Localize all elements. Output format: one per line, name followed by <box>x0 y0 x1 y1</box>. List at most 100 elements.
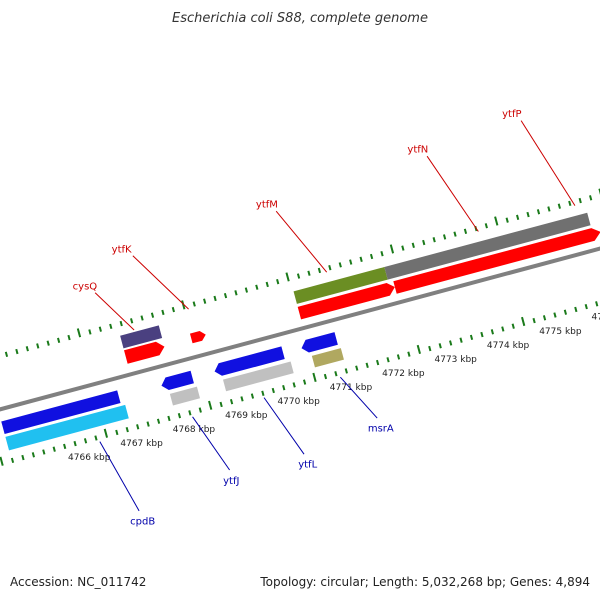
tick-mark <box>136 424 140 430</box>
tick-mark <box>344 368 348 374</box>
axis-tick-label: 4775 kbp <box>539 327 582 337</box>
gene-arrow-ytfN-red[interactable] <box>393 226 600 294</box>
tick-mark <box>115 429 119 436</box>
tick-mark <box>553 312 557 318</box>
gene-arrow-ytfJ-blue[interactable] <box>160 370 194 392</box>
tick-mark <box>213 295 217 302</box>
tick-mark <box>250 393 255 399</box>
tick-mark <box>219 401 223 408</box>
gene-arrow-msrA-blue[interactable] <box>300 332 338 354</box>
gene-arrow-cpdB-blue[interactable] <box>1 390 121 435</box>
genome-summary-text: Topology: circular; Length: 5,032,268 bp… <box>259 575 590 589</box>
axis-tick-label: 4768 kbp <box>173 425 216 435</box>
tick-mark <box>338 262 342 268</box>
tick-label-group: 4766 kbp 4767 kbp 4768 kbp 4769 kbp 4770 kbp… <box>68 313 600 463</box>
tick-mark <box>302 379 307 385</box>
tick-mark <box>526 211 530 218</box>
gene-arrow-ytfM-olive[interactable] <box>293 267 388 304</box>
tick-mark <box>67 334 71 341</box>
gene-arrow-ytfJ-grey[interactable] <box>169 386 201 406</box>
tick-mark <box>386 357 390 363</box>
tick-mark <box>595 301 599 307</box>
tick-mark <box>365 362 369 369</box>
gene-label-ytfP[interactable]: ytfP <box>502 109 521 120</box>
tick-mark <box>369 253 374 260</box>
tick-mark <box>198 407 202 413</box>
tick-mark <box>31 452 35 458</box>
tick-mark <box>156 418 161 424</box>
tick-mark <box>463 228 468 235</box>
tick-mark <box>389 244 395 254</box>
tick-mark <box>432 237 436 243</box>
tick-mark <box>223 292 228 299</box>
tick-mark <box>150 312 155 318</box>
tick-mark <box>584 303 588 310</box>
tick-mark <box>521 316 526 327</box>
tick-mark <box>63 443 67 450</box>
tick-mark <box>57 337 61 344</box>
gene-labels-top: cysQ ytfK ytfM ytfN ytfP <box>73 109 576 331</box>
gene-label-ytfN[interactable]: ytfN <box>407 144 428 155</box>
tick-mark <box>76 328 82 338</box>
tick-mark <box>407 351 411 357</box>
gene-label-ytfK[interactable]: ytfK <box>112 245 132 256</box>
gene-arrow-cpdB-lightblue[interactable] <box>5 404 129 451</box>
tick-mark <box>21 454 25 461</box>
tick-mark <box>36 343 40 349</box>
tick-mark <box>516 214 520 221</box>
axis-tick-label: 4766 kbp <box>68 453 111 463</box>
tick-mark <box>103 428 109 438</box>
tick-mark <box>125 426 129 433</box>
gene-label-ytfL[interactable]: ytfL <box>298 460 317 471</box>
axis-tick-label: 4769 kbp <box>225 411 268 421</box>
tick-mark <box>453 231 457 237</box>
gene-label-cysQ[interactable]: cysQ <box>73 281 98 292</box>
tick-mark <box>285 272 290 282</box>
tick-mark <box>355 365 359 371</box>
tick-mark <box>83 438 88 444</box>
tick-mark <box>0 456 4 466</box>
tick-mark <box>130 318 134 324</box>
tick-mark <box>167 415 171 422</box>
tick-mark <box>511 323 515 329</box>
tick-mark <box>188 410 192 416</box>
tick-mark <box>563 309 568 315</box>
gene-label-msrA[interactable]: msrA <box>368 424 394 435</box>
gene-arrow-ytfM-red[interactable] <box>297 281 397 320</box>
tick-row-outer <box>4 188 600 357</box>
tick-mark <box>15 348 19 355</box>
gene-label-line <box>275 210 328 273</box>
gene-arrow-cysQ-track2[interactable] <box>124 340 166 364</box>
tick-mark <box>98 326 102 332</box>
tick-mark <box>317 267 322 274</box>
gene-arrow-cysQ-track1[interactable] <box>120 325 163 349</box>
gene-arrow-ytfN-grey[interactable] <box>384 212 591 280</box>
gene-label-ytfM[interactable]: ytfM <box>256 199 278 210</box>
gene-label-ytfJ[interactable]: ytfJ <box>223 476 239 487</box>
axis-tick-label: 4771 kbp <box>330 383 373 393</box>
gene-label-cpdB[interactable]: cpdB <box>130 516 155 527</box>
gene-arrow-msrA-khaki[interactable] <box>311 348 344 368</box>
gene-arrow-ytfK[interactable] <box>189 330 207 344</box>
tick-mark <box>494 216 499 226</box>
tick-mark <box>542 315 547 321</box>
tick-mark <box>146 421 150 427</box>
tick-mark <box>192 301 196 307</box>
tick-mark <box>4 351 9 357</box>
tick-mark <box>416 344 421 355</box>
map-title: Escherichia coli S88, complete genome <box>172 11 428 26</box>
tick-mark <box>411 242 415 248</box>
tick-mark <box>557 203 561 209</box>
tick-mark <box>376 359 380 366</box>
gene-arrow-ytfL-grey[interactable] <box>222 361 294 392</box>
tick-mark <box>536 209 541 215</box>
tick-mark <box>161 309 165 316</box>
tick-mark <box>501 326 505 332</box>
tick-mark <box>349 259 353 265</box>
tick-mark <box>484 223 488 229</box>
tick-mark <box>261 390 265 396</box>
tick-mark <box>442 234 447 240</box>
gene-arrow-ytfL-blue[interactable] <box>213 346 285 377</box>
tick-mark <box>296 273 301 279</box>
